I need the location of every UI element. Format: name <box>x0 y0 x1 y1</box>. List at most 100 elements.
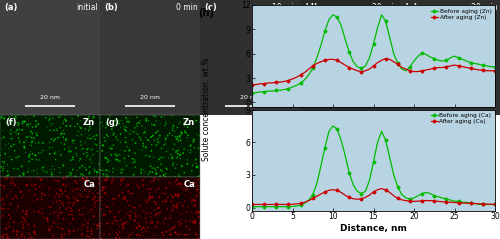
Point <box>108 153 116 157</box>
Point <box>0 206 6 210</box>
Point <box>5 235 13 239</box>
Point <box>19 119 27 123</box>
Point <box>0 233 8 237</box>
Point <box>162 217 170 221</box>
Point <box>123 120 131 124</box>
Point <box>114 233 122 237</box>
Point <box>51 137 59 141</box>
Point <box>4 236 12 239</box>
Point <box>81 179 89 182</box>
Point <box>158 147 166 150</box>
Point <box>155 205 163 209</box>
Point <box>135 224 143 228</box>
Point <box>162 172 170 176</box>
Point <box>48 171 56 174</box>
Point <box>128 157 136 161</box>
Point <box>114 236 122 239</box>
Point <box>126 210 134 214</box>
Point <box>87 148 95 152</box>
Point <box>48 225 56 228</box>
Point <box>176 185 184 189</box>
Point <box>192 232 200 236</box>
Point <box>22 183 30 187</box>
Point <box>154 211 162 215</box>
Point <box>167 209 175 213</box>
After aging (Ca) <box>298 202 304 205</box>
Point <box>188 211 196 214</box>
Point <box>176 182 184 185</box>
Point <box>88 135 96 139</box>
Point <box>181 200 189 203</box>
Point <box>27 136 35 140</box>
Point <box>120 177 128 181</box>
Point <box>148 179 156 183</box>
Point <box>139 141 147 145</box>
Point <box>2 174 10 178</box>
Point <box>6 217 14 221</box>
Point <box>82 151 90 154</box>
Point <box>96 196 104 200</box>
Point <box>72 152 80 156</box>
Point <box>54 136 62 140</box>
Point <box>14 121 22 125</box>
Point <box>148 166 156 170</box>
Point <box>22 212 30 216</box>
Point <box>50 128 58 132</box>
Point <box>94 199 102 202</box>
Point <box>186 182 194 186</box>
Point <box>55 195 63 199</box>
Point <box>193 166 201 169</box>
Point <box>144 172 152 176</box>
Point <box>10 115 18 119</box>
Point <box>23 202 31 206</box>
Point <box>36 211 44 215</box>
Point <box>12 233 20 237</box>
Point <box>20 172 28 175</box>
Text: initial: initial <box>76 3 98 12</box>
Point <box>166 216 174 220</box>
Point <box>72 196 80 200</box>
Point <box>104 174 112 178</box>
Point <box>0 236 6 239</box>
Point <box>46 113 54 117</box>
Point <box>190 198 198 202</box>
Point <box>55 194 63 198</box>
Point <box>174 149 182 153</box>
Point <box>184 206 192 210</box>
Point <box>78 213 86 217</box>
Point <box>62 124 70 128</box>
Point <box>78 172 86 176</box>
Point <box>66 145 74 148</box>
Point <box>152 131 160 135</box>
Point <box>106 114 114 118</box>
Point <box>4 142 12 146</box>
Point <box>177 186 185 190</box>
Point <box>65 149 73 153</box>
Point <box>70 229 78 233</box>
Point <box>106 146 114 150</box>
Point <box>56 188 64 191</box>
Point <box>158 170 166 174</box>
Point <box>174 220 182 224</box>
Point <box>112 158 120 162</box>
Point <box>23 209 31 213</box>
Point <box>152 168 160 172</box>
Point <box>34 145 42 148</box>
Point <box>0 200 8 203</box>
Point <box>19 172 27 175</box>
Point <box>86 165 94 169</box>
Point <box>20 141 28 144</box>
Point <box>168 134 176 137</box>
Point <box>40 169 48 173</box>
Point <box>187 148 195 152</box>
Point <box>174 203 182 207</box>
Point <box>90 116 98 120</box>
Point <box>136 223 143 227</box>
Point <box>140 131 148 135</box>
Point <box>71 213 79 217</box>
Point <box>56 192 64 196</box>
Point <box>176 174 184 178</box>
Point <box>32 154 40 158</box>
Point <box>66 148 74 152</box>
Point <box>104 158 112 162</box>
